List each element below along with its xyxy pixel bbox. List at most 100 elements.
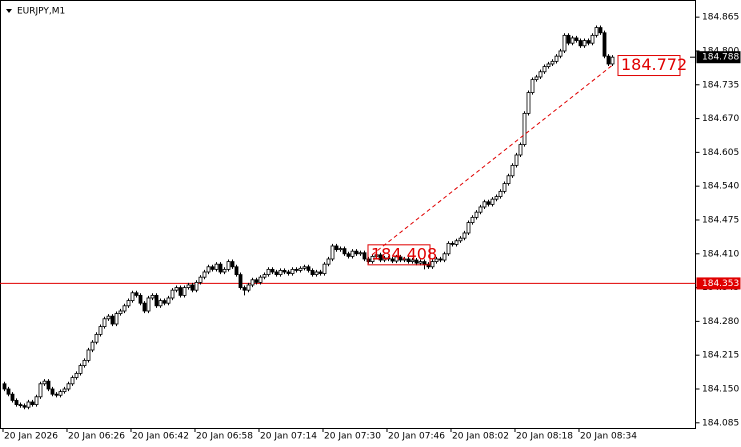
- candle-body: [466, 222, 471, 234]
- candle-body: [442, 253, 447, 261]
- candle-body: [206, 266, 211, 273]
- candle-body: [178, 287, 183, 296]
- candle-body: [22, 405, 27, 408]
- candle-body: [94, 333, 99, 343]
- candle-body: [210, 266, 215, 270]
- candle-body: [126, 300, 131, 307]
- candle-body: [526, 92, 531, 114]
- candle-body: [182, 287, 187, 296]
- candle-body: [362, 252, 367, 260]
- candle-body: [230, 261, 235, 268]
- candle-body: [166, 297, 171, 304]
- candle-body: [338, 248, 343, 251]
- x-tick-label: 20 Jan 2026: [4, 432, 58, 442]
- candle-body: [422, 261, 427, 265]
- candle-body: [38, 383, 43, 398]
- candle-body: [254, 279, 259, 283]
- candle-body: [186, 284, 191, 288]
- candle-body: [370, 255, 375, 262]
- candle-body: [570, 37, 575, 44]
- candle-body: [426, 263, 431, 268]
- candle-body: [2, 383, 7, 390]
- y-tick-label: 184.085: [702, 418, 739, 428]
- candle-body: [214, 263, 219, 270]
- x-tick-label: 20 Jan 08:18: [516, 432, 573, 442]
- trend-start-label: 184.408: [371, 244, 437, 263]
- candle-body: [246, 284, 251, 291]
- candle-body: [458, 237, 463, 242]
- candle-body: [358, 252, 363, 255]
- candle-body: [446, 242, 451, 255]
- candle-body: [158, 300, 163, 307]
- candle-body: [110, 315, 115, 325]
- candle-body: [154, 294, 159, 307]
- candle-body: [82, 359, 87, 366]
- x-tick-label: 20 Jan 07:14: [260, 432, 317, 442]
- candle-body: [326, 258, 331, 265]
- candle-body: [6, 388, 11, 395]
- candle-body: [130, 292, 135, 301]
- candle-body: [278, 270, 283, 275]
- candle-body: [114, 313, 119, 325]
- candle-body: [98, 326, 103, 335]
- candle-body: [314, 271, 319, 275]
- candle-body: [170, 289, 175, 299]
- y-tick-label: 184.670: [702, 114, 739, 124]
- candle-body: [462, 232, 467, 239]
- candle-body: [222, 268, 227, 273]
- candle-body: [198, 276, 203, 283]
- candle-body: [354, 250, 359, 255]
- candle-body: [474, 211, 479, 218]
- candle-body: [494, 196, 499, 200]
- hline-label-box: [696, 277, 741, 290]
- plot-frame: [0, 0, 696, 429]
- x-tick-label: 20 Jan 07:46: [388, 432, 445, 442]
- candle-body: [118, 310, 123, 314]
- y-tick-label: 184.150: [702, 384, 739, 394]
- y-tick-label: 184.605: [702, 148, 739, 158]
- menu-arrow: [6, 9, 12, 13]
- candle-body: [150, 294, 155, 299]
- trend-end-box: [617, 55, 681, 77]
- candle-body: [266, 268, 271, 275]
- candle-body: [454, 240, 459, 245]
- candle-body: [10, 393, 15, 401]
- x-tick-label: 20 Jan 08:34: [580, 432, 637, 442]
- candle-body: [486, 201, 491, 205]
- candle-body: [382, 257, 387, 261]
- candle-body: [282, 270, 287, 273]
- candle-body: [390, 258, 395, 262]
- candle-body: [202, 271, 207, 278]
- candle-body: [450, 242, 455, 245]
- candle-body: [30, 401, 35, 405]
- candle-body: [482, 201, 487, 208]
- x-tick-label: 20 Jan 08:02: [452, 432, 509, 442]
- candle-body: [122, 305, 127, 312]
- candle-body: [410, 259, 415, 262]
- y-tick-label: 184.475: [702, 215, 739, 225]
- candle-body: [498, 190, 503, 197]
- candle-body: [470, 216, 475, 223]
- candle-body: [274, 271, 279, 275]
- candle-body: [414, 259, 419, 264]
- candle-body: [62, 388, 67, 392]
- candle-body: [542, 66, 547, 73]
- candle-body: [438, 258, 443, 261]
- candle-body: [242, 287, 247, 291]
- candle-body: [430, 261, 435, 268]
- y-tick-label: 184.540: [702, 182, 739, 192]
- candle-body: [606, 55, 611, 65]
- candle-body: [286, 271, 291, 274]
- candle-body: [514, 154, 519, 166]
- candle-body: [90, 341, 95, 351]
- candle-body: [330, 245, 335, 260]
- trend-start-box: [367, 244, 431, 266]
- y-tick-label: 184.215: [702, 351, 739, 361]
- candle-body: [250, 279, 255, 286]
- candle-body: [134, 292, 139, 296]
- candle-body: [318, 271, 323, 274]
- candle-body: [394, 256, 399, 262]
- y-tick-label: 184.280: [702, 317, 739, 327]
- candle-body: [522, 112, 527, 145]
